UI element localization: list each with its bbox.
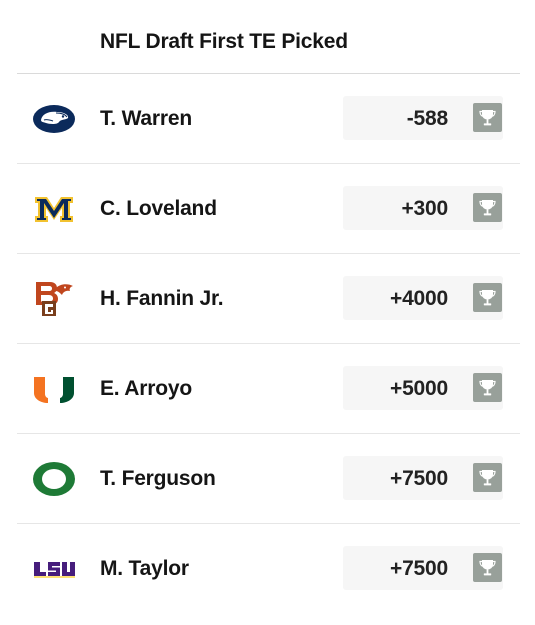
row-divider [17, 343, 520, 344]
odds-button[interactable]: +7500 [343, 456, 503, 500]
page-title: NFL Draft First TE Picked [100, 30, 348, 53]
miami-logo-icon [30, 369, 78, 409]
odds-list: T. Warren -588 C. Loveland + [0, 74, 535, 614]
trophy-icon[interactable] [473, 553, 502, 582]
list-item: T. Warren -588 [0, 74, 535, 164]
odds-button[interactable]: +4000 [343, 276, 503, 320]
lsu-logo-icon [30, 549, 78, 589]
oregon-logo-icon [30, 459, 78, 499]
list-item: T. Ferguson +7500 [0, 434, 535, 524]
list-item: E. Arroyo +5000 [0, 344, 535, 434]
list-item: M. Taylor +7500 [0, 524, 535, 614]
list-item: C. Loveland +300 [0, 164, 535, 254]
row-divider [17, 253, 520, 254]
player-name: M. Taylor [100, 557, 189, 580]
trophy-icon[interactable] [473, 103, 502, 132]
player-name: T. Ferguson [100, 467, 216, 490]
player-name: H. Fannin Jr. [100, 287, 224, 310]
header: NFL Draft First TE Picked [0, 0, 535, 74]
odds-value: -588 [406, 107, 448, 130]
odds-button[interactable]: +7500 [343, 546, 503, 590]
trophy-icon[interactable] [473, 463, 502, 492]
header-divider [17, 73, 520, 74]
odds-button[interactable]: +300 [343, 186, 503, 230]
odds-button[interactable]: -588 [343, 96, 503, 140]
row-divider [17, 163, 520, 164]
player-name: E. Arroyo [100, 377, 192, 400]
trophy-icon[interactable] [473, 373, 502, 402]
bowling-green-logo-icon [30, 279, 78, 319]
trophy-icon[interactable] [473, 283, 502, 312]
row-divider [17, 433, 520, 434]
trophy-icon[interactable] [473, 193, 502, 222]
odds-value: +4000 [390, 287, 448, 310]
odds-value: +5000 [390, 377, 448, 400]
penn-state-logo-icon [30, 99, 78, 139]
odds-value: +7500 [390, 467, 448, 490]
odds-value: +300 [401, 197, 448, 220]
odds-button[interactable]: +5000 [343, 366, 503, 410]
player-name: C. Loveland [100, 197, 217, 220]
michigan-logo-icon [30, 189, 78, 229]
row-divider [17, 523, 520, 524]
odds-value: +7500 [390, 557, 448, 580]
list-item: H. Fannin Jr. +4000 [0, 254, 535, 344]
player-name: T. Warren [100, 107, 192, 130]
